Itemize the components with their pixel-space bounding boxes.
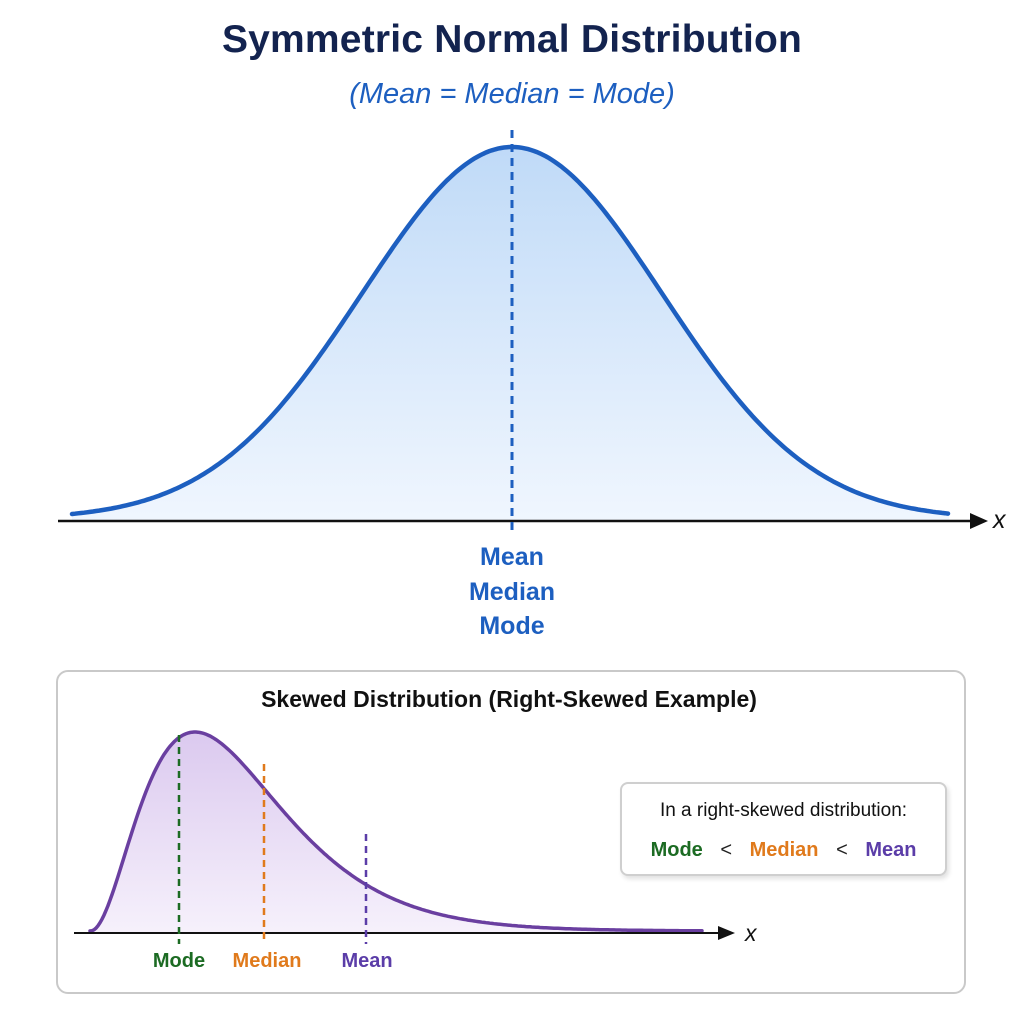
skewed-x-axis-arrow [718,926,735,940]
skewed-curve-fill [90,732,702,933]
skewed-x-axis-label: x [745,920,757,946]
normal-distribution-chart [58,130,988,536]
skewed-mode-label: Mode [152,950,206,972]
skewed-median-label: Median [232,950,302,972]
skewed-panel-title: Skewed Distribution (Right-Skewed Exampl… [261,686,757,712]
center-statistics-labels: Mean Median Mode [412,540,612,644]
page-title: Symmetric Normal Distribution [221,18,803,61]
skewed-curve [88,730,704,933]
mode-label: Mode [479,612,545,640]
mean-label: Mean [480,543,544,571]
median-label: Median [468,577,556,606]
x-axis-label: x [993,506,1006,534]
callout-text: In a right-skewed distribution: [659,800,908,821]
normal-curve [69,144,951,517]
callout-less-than-1: < [720,839,733,861]
skew-callout-box: In a right-skewed distribution: Mode < M… [620,782,947,876]
skewed-mean-label: Mean [341,950,393,972]
callout-median: Median [749,839,819,861]
callout-mode: Mode [650,839,703,861]
x-axis-arrow [970,513,988,529]
page-subtitle: (Mean = Median = Mode) [349,78,675,110]
callout-ordering: Mode < Median < Mean [622,839,945,862]
callout-mean: Mean [865,839,917,861]
callout-less-than-2: < [836,839,848,861]
